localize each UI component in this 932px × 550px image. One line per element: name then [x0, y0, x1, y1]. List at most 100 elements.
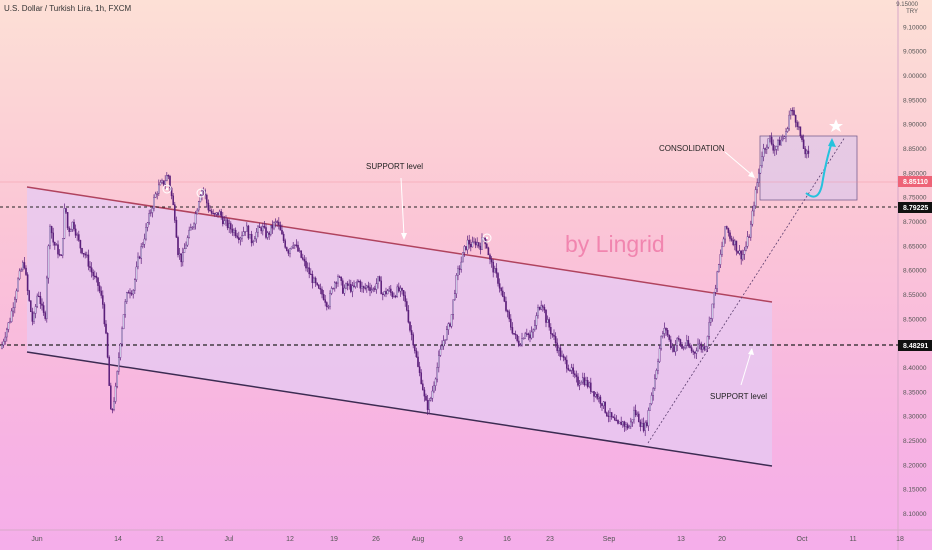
candle-body	[588, 382, 590, 387]
candle-body	[132, 290, 135, 295]
candle-body	[526, 333, 528, 335]
time-tick-label: 13	[677, 536, 685, 543]
candle-body	[713, 292, 715, 305]
candle-body	[530, 331, 533, 339]
candle-body	[167, 175, 170, 177]
time-tick-label: Jul	[225, 536, 234, 543]
candle-body	[186, 237, 189, 246]
candle-body	[412, 334, 415, 346]
candle-body	[716, 271, 718, 289]
candle-body	[100, 290, 102, 296]
candle-body	[578, 383, 581, 386]
candle-body	[49, 226, 51, 247]
candle-body	[189, 227, 192, 231]
candle-body	[274, 221, 277, 223]
candle-body	[82, 253, 85, 255]
candle-body	[223, 220, 226, 225]
candle-body	[25, 267, 27, 275]
candle-body	[121, 328, 123, 345]
candle-body	[625, 424, 627, 427]
candle-body	[194, 213, 197, 225]
candle-body	[220, 211, 223, 217]
candle-body	[30, 300, 32, 312]
candle-body	[511, 327, 514, 334]
candle-body	[785, 131, 787, 137]
channel-lower-line	[26, 351, 773, 467]
candle-body	[471, 241, 474, 248]
candle-body	[69, 229, 72, 232]
candle-body	[774, 149, 776, 151]
candle-body	[497, 273, 499, 284]
candle-body	[751, 210, 754, 225]
candle-body	[694, 351, 696, 354]
candle-body	[378, 276, 381, 282]
candle-body	[754, 189, 757, 207]
candle-body	[81, 248, 83, 254]
candle-body	[114, 386, 117, 402]
candle-body	[682, 347, 685, 349]
candle-body	[290, 246, 293, 249]
candle-body	[642, 423, 645, 431]
candle-body	[673, 346, 675, 352]
candle-body	[50, 226, 53, 234]
candle-body	[143, 238, 146, 245]
candle-body	[213, 213, 216, 215]
price-tick-label: 9.00000	[903, 73, 927, 80]
candle-body	[145, 227, 147, 240]
candle-body	[740, 250, 742, 260]
candle-body	[570, 367, 573, 371]
price-tick-label: 8.60000	[903, 268, 927, 275]
candle-body	[382, 293, 384, 295]
candle-body	[644, 422, 646, 431]
candle-body	[316, 282, 319, 286]
candle-body	[778, 140, 781, 146]
candle-body	[140, 246, 143, 259]
level-label-lower: 8.48291	[903, 343, 928, 350]
candle-body	[569, 369, 571, 372]
candle-body	[545, 309, 547, 323]
price-tick-label: 8.20000	[903, 462, 927, 469]
candle-body	[657, 361, 659, 371]
candle-body	[490, 259, 493, 263]
candle-body	[308, 267, 311, 275]
candle-body	[556, 342, 558, 352]
candle-body	[441, 345, 443, 350]
price-axis-ticks: 9.10000 9.05000 9.00000 8.95000 8.90000 8.850…	[903, 24, 927, 518]
candle-body	[351, 285, 354, 292]
candle-body	[718, 264, 720, 273]
candle-body	[458, 268, 461, 270]
peak-marker-1	[162, 184, 172, 194]
candle-body	[609, 412, 611, 417]
price-tick-label: 8.40000	[903, 365, 927, 372]
candle-body	[506, 310, 509, 313]
candle-body	[646, 422, 648, 427]
candle-body	[674, 345, 677, 352]
candle-body	[479, 245, 482, 250]
candle-body	[775, 146, 778, 150]
candle-body	[218, 211, 221, 216]
candle-body	[719, 254, 722, 265]
candle-body	[793, 110, 795, 116]
candle-body	[383, 291, 386, 295]
candle-body	[170, 187, 173, 197]
time-tick-label: 12	[286, 536, 294, 543]
candle-body	[255, 231, 258, 240]
candle-body	[39, 296, 42, 305]
candle-body	[647, 410, 650, 427]
candle-body	[593, 391, 595, 397]
candle-body	[156, 193, 159, 195]
level-label-upper: 8.79225	[903, 205, 928, 212]
candle-body	[245, 225, 248, 232]
time-axis-ticks: Jun 14 21 Jul 12 19 26 Aug 9 16 23 Sep 13 20 Oct 11 18	[31, 536, 904, 543]
candle-body	[26, 274, 29, 291]
candle-body	[386, 290, 389, 295]
price-tick-label: 8.15000	[903, 487, 927, 494]
candle-body	[321, 289, 323, 295]
candle-body	[410, 330, 413, 335]
candle-body	[406, 301, 408, 311]
candle-body	[77, 234, 80, 241]
candle-body	[727, 228, 730, 233]
candle-body	[470, 244, 472, 248]
candle-body	[141, 244, 144, 247]
candle-body	[162, 180, 165, 185]
